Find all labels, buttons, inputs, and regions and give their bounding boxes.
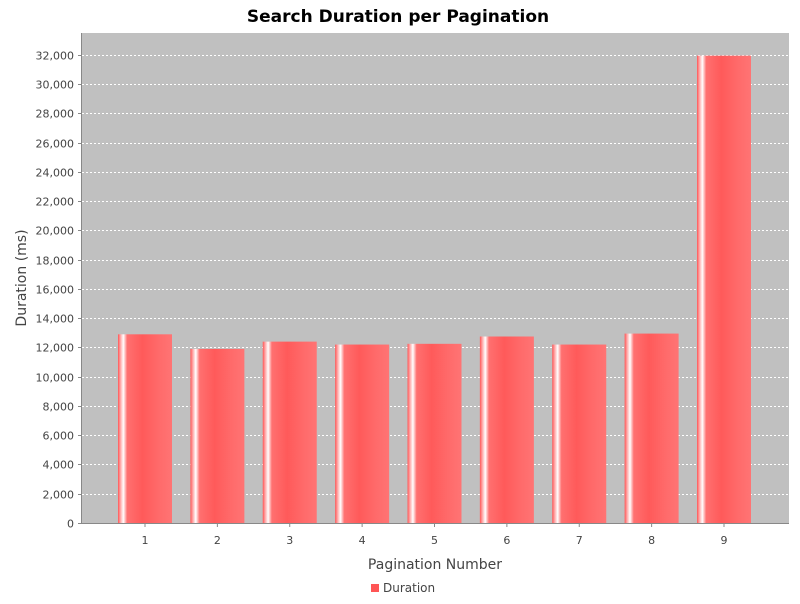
y-tick-label: 24,000 <box>36 167 75 180</box>
x-tick-label: 3 <box>286 534 293 547</box>
y-tick-label: 14,000 <box>36 313 75 326</box>
x-tick-label: 2 <box>214 534 221 547</box>
chart-title: Search Duration per Pagination <box>247 7 549 27</box>
legend-swatch <box>371 584 379 592</box>
legend-label: Duration <box>383 581 435 595</box>
x-tick-label: 4 <box>359 534 366 547</box>
y-tick-label: 22,000 <box>36 196 75 209</box>
y-tick-label: 12,000 <box>36 342 75 355</box>
y-tick-label: 16,000 <box>36 284 75 297</box>
bar <box>335 344 390 523</box>
y-tick-label: 10,000 <box>36 372 75 385</box>
bar <box>118 334 172 523</box>
y-tick-label: 30,000 <box>36 79 75 92</box>
y-tick-label: 26,000 <box>36 138 75 151</box>
y-tick-label: 8,000 <box>43 401 75 414</box>
bar <box>190 348 245 523</box>
y-tick-label: 28,000 <box>36 108 75 121</box>
y-tick-label: 0 <box>67 518 74 531</box>
x-axis-ticks: 1 2 3 4 5 6 7 8 9 <box>142 523 728 547</box>
bar <box>262 341 317 523</box>
bar <box>407 343 462 523</box>
x-axis-label: Pagination Number <box>368 557 502 573</box>
bar <box>479 336 534 523</box>
legend: Duration <box>371 581 435 595</box>
x-tick-label: 5 <box>431 534 438 547</box>
y-tick-label: 18,000 <box>36 255 75 268</box>
y-tick-label: 2,000 <box>43 489 75 502</box>
x-tick-label: 1 <box>142 534 149 547</box>
y-tick-label: 20,000 <box>36 225 75 238</box>
x-tick-label: 6 <box>503 534 510 547</box>
y-tick-label: 6,000 <box>43 430 75 443</box>
x-tick-label: 7 <box>576 534 583 547</box>
x-tick-label: 8 <box>648 534 655 547</box>
bars <box>118 55 751 524</box>
bar <box>697 55 751 524</box>
y-axis-label: Duration (ms) <box>14 229 30 326</box>
bar <box>552 344 607 523</box>
y-tick-label: 32,000 <box>36 50 75 63</box>
x-tick-label: 9 <box>721 534 728 547</box>
y-axis-ticks: 0 2,000 4,000 6,000 8,000 10,000 12,000 14,000 1… <box>36 50 82 531</box>
bar <box>624 333 679 523</box>
y-tick-label: 4,000 <box>43 459 75 472</box>
